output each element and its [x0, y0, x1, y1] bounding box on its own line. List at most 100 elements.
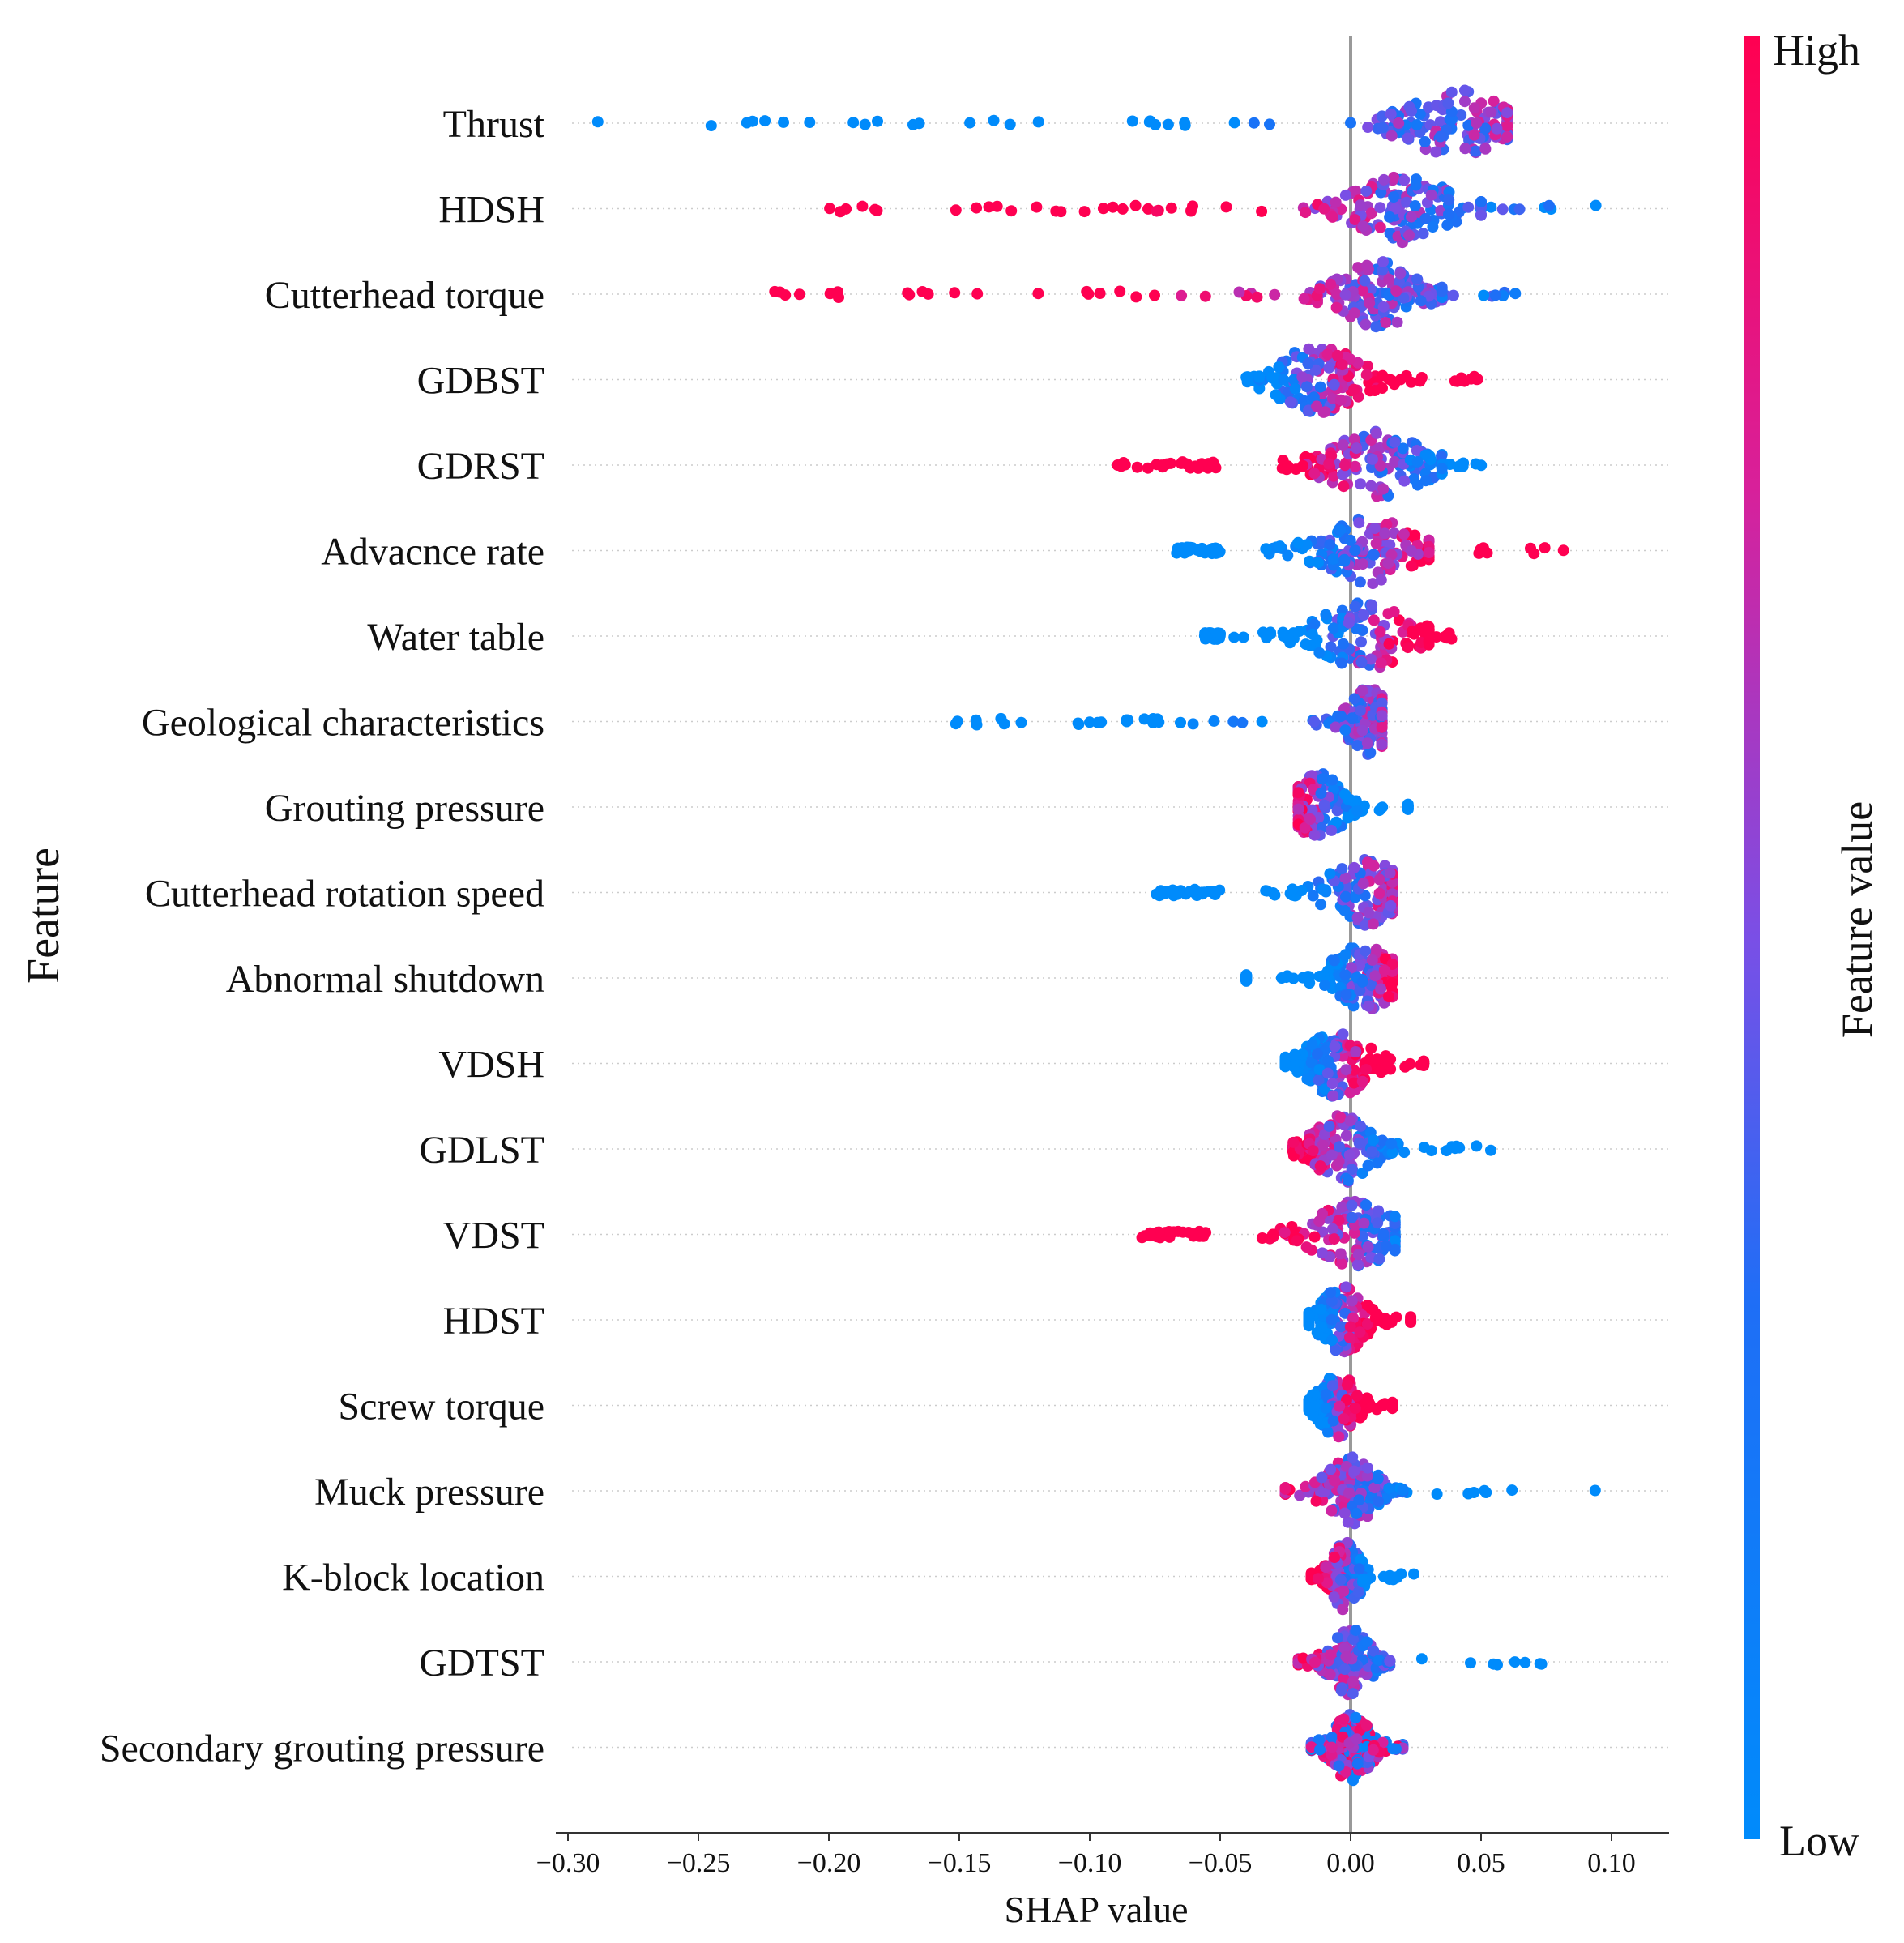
shap-point — [1397, 442, 1409, 455]
x-tick-label: 0.05 — [1457, 1848, 1505, 1878]
shap-point — [1449, 375, 1461, 387]
shap-point — [1501, 130, 1513, 143]
shap-point — [1351, 740, 1364, 752]
shap-point — [1509, 288, 1522, 300]
shap-point — [1334, 394, 1347, 406]
shap-point — [1408, 473, 1420, 485]
x-tick-label: −0.10 — [1058, 1848, 1122, 1878]
shap-point — [1316, 1471, 1328, 1484]
shap-point — [1381, 1317, 1394, 1330]
shap-point — [1338, 480, 1350, 493]
shap-point — [1314, 381, 1326, 393]
shap-point — [1260, 885, 1272, 897]
shap-point — [1357, 220, 1369, 233]
shap-point — [1343, 617, 1355, 629]
shap-point — [1354, 1326, 1366, 1339]
shap-point — [1353, 517, 1365, 529]
shap-point — [1339, 459, 1351, 472]
shap-point — [1308, 1400, 1321, 1412]
shap-point — [1402, 800, 1414, 812]
shap-point — [1338, 1413, 1350, 1424]
shap-point — [971, 202, 983, 214]
shap-point — [1314, 283, 1326, 295]
shap-point — [1325, 1463, 1337, 1475]
shap-point — [1287, 972, 1300, 984]
shap-point — [1357, 878, 1369, 890]
shap-point — [1358, 1217, 1370, 1229]
shap-point — [1409, 200, 1421, 211]
shap-point — [1365, 1042, 1377, 1054]
shap-point — [1376, 110, 1388, 122]
shap-point — [1368, 614, 1380, 626]
shap-point — [1376, 739, 1388, 751]
shap-point — [1253, 371, 1266, 383]
shap-point — [1414, 375, 1426, 387]
shap-point — [1326, 774, 1338, 786]
shap-point — [1335, 1321, 1347, 1333]
shap-point — [1365, 207, 1377, 220]
shap-point — [1359, 919, 1371, 931]
shap-point — [1480, 1487, 1492, 1498]
shap-point — [1338, 1642, 1351, 1655]
shap-point — [1343, 1487, 1355, 1499]
feature-label: Water table — [367, 616, 544, 659]
shap-point — [1361, 737, 1373, 749]
shap-point — [1442, 97, 1454, 109]
shap-point — [1389, 1235, 1401, 1247]
shap-point — [1220, 201, 1232, 213]
shap-point — [1360, 1064, 1373, 1075]
shap-point — [1411, 455, 1424, 468]
shap-point — [1354, 705, 1366, 717]
shap-point — [1315, 1304, 1327, 1315]
shap-point — [1468, 102, 1480, 114]
shap-point — [1489, 289, 1501, 301]
shap-point — [1475, 196, 1487, 207]
shap-point — [1386, 1147, 1398, 1159]
shap-point — [1368, 1645, 1380, 1657]
shap-point — [1478, 289, 1490, 301]
shap-point — [1275, 972, 1287, 984]
shap-point — [1390, 203, 1402, 215]
shap-point — [1352, 1586, 1364, 1598]
shap-point — [1115, 460, 1127, 472]
shap-point — [1227, 715, 1240, 728]
shap-point — [1365, 653, 1377, 665]
shap-point — [1443, 208, 1454, 220]
shap-point — [1333, 1760, 1345, 1772]
shap-point — [1317, 773, 1328, 785]
shap-point — [1114, 285, 1126, 297]
shap-point — [1297, 1652, 1309, 1664]
shap-point — [1355, 478, 1366, 490]
shap-point — [1367, 918, 1379, 930]
shap-point — [1312, 1326, 1324, 1339]
shap-point — [1394, 267, 1407, 280]
feature-label: Screw torque — [338, 1386, 544, 1428]
shap-point — [1411, 273, 1423, 285]
colorbar-title: Feature value — [1833, 801, 1881, 1038]
shap-point — [1307, 890, 1319, 902]
shap-point — [1299, 822, 1311, 834]
shap-point — [1324, 1668, 1336, 1680]
shap-point — [1589, 1484, 1601, 1497]
y-axis-label: Feature — [19, 848, 69, 984]
shap-point — [1364, 297, 1376, 310]
shap-point — [1333, 1431, 1345, 1443]
shap-point — [1346, 1164, 1358, 1176]
shap-point — [1300, 207, 1312, 219]
shap-point — [1359, 275, 1371, 287]
shap-point — [1082, 288, 1095, 300]
shap-point — [1377, 122, 1389, 134]
shap-point — [1355, 636, 1367, 648]
shap-point — [1409, 529, 1421, 541]
x-tick-label: 0.00 — [1326, 1848, 1375, 1878]
shap-point — [1209, 886, 1221, 898]
shap-point — [1274, 540, 1286, 553]
shap-point — [1356, 724, 1368, 737]
shap-point — [1356, 685, 1368, 697]
shap-point — [1351, 1507, 1363, 1519]
shap-point — [1326, 1334, 1338, 1347]
shap-point — [1349, 1403, 1361, 1415]
shap-point — [1349, 460, 1361, 472]
shap-point — [1300, 1241, 1313, 1253]
shap-point — [1450, 1140, 1462, 1152]
